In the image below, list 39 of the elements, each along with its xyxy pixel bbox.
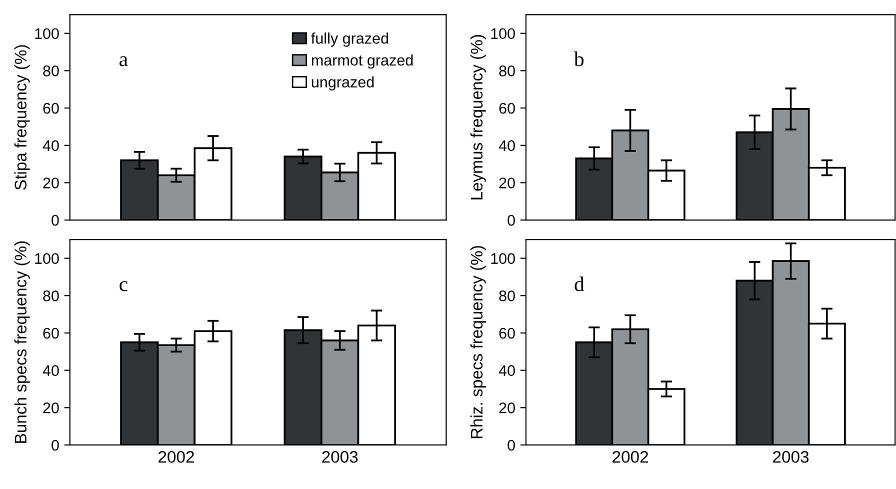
annotation: c bbox=[120, 281, 128, 292]
y-tick-label: 20 bbox=[499, 402, 515, 414]
y-tick-label: 100 bbox=[491, 28, 515, 40]
y-tick-label: 40 bbox=[42, 140, 59, 152]
y-tick-label: 60 bbox=[499, 102, 515, 114]
y-axis-title: Stipa frequency (%) bbox=[14, 45, 30, 190]
x-tick-label: 2002 bbox=[612, 450, 648, 463]
y-tick-label: 80 bbox=[43, 290, 59, 302]
legend-label: ungrazed bbox=[312, 76, 374, 91]
annotation: d bbox=[574, 276, 584, 292]
y-tick-label: 80 bbox=[43, 66, 59, 76]
legend-label: fully grazed bbox=[311, 32, 388, 47]
y-tick-label: 0 bbox=[508, 440, 515, 451]
y-tick-label: 80 bbox=[499, 66, 515, 76]
y-tick-label: 40 bbox=[498, 365, 515, 376]
x-tick-label: 2003 bbox=[773, 450, 809, 463]
y-tick-label: 0 bbox=[52, 214, 59, 226]
y-tick-label: 20 bbox=[43, 178, 59, 188]
y-tick-label: 100 bbox=[491, 253, 515, 264]
y-tick-label: 80 bbox=[499, 290, 515, 302]
y-tick-label: 0 bbox=[52, 440, 59, 451]
annotation: a bbox=[120, 56, 128, 66]
x-tick-label: 2002 bbox=[158, 450, 194, 463]
legend-label: marmot grazed bbox=[312, 54, 413, 69]
y-tick-label: 60 bbox=[499, 328, 515, 339]
y-tick-label: 40 bbox=[498, 140, 515, 152]
y-axis-title: Leymus frequency (%) bbox=[470, 35, 486, 200]
y-tick-label: 40 bbox=[42, 365, 59, 376]
y-tick-label: 60 bbox=[43, 328, 59, 339]
y-tick-label: 20 bbox=[499, 178, 515, 188]
annotation: b bbox=[574, 52, 584, 66]
y-axis-title: Bunch specs frequency (%) bbox=[14, 241, 30, 443]
y-tick-label: 60 bbox=[43, 102, 59, 114]
y-axis-title: Rhiz. specs frequency (%) bbox=[470, 246, 486, 438]
x-tick-label: 2003 bbox=[322, 450, 358, 463]
y-tick-label: 100 bbox=[35, 28, 59, 40]
y-tick-label: 20 bbox=[43, 402, 59, 414]
y-tick-label: 0 bbox=[508, 214, 515, 226]
y-tick-label: 100 bbox=[35, 253, 59, 264]
